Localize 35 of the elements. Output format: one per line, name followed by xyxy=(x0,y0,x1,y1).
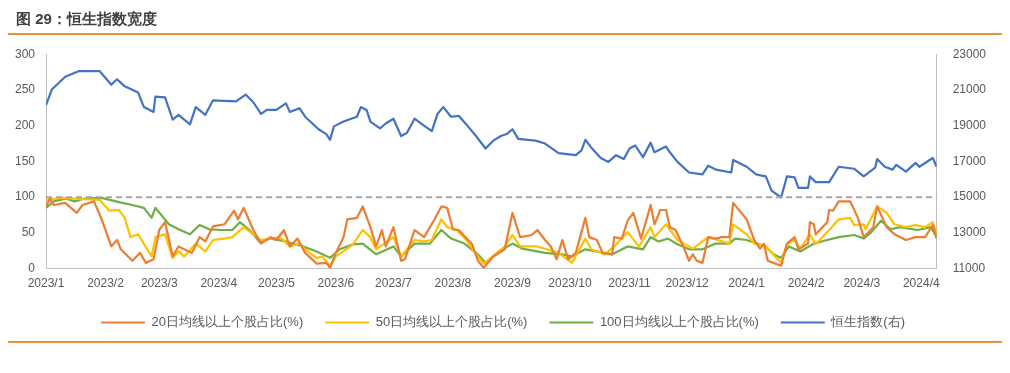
y2-tick-label: 21000 xyxy=(952,82,987,97)
y-tick-label: 150 xyxy=(14,153,36,168)
legend-label: 50日均线以上个股占比(%) xyxy=(375,314,528,330)
y2-tick-label: 15000 xyxy=(952,189,987,204)
y2-tick-label: 17000 xyxy=(952,153,987,168)
x-tick-label: 2023/11 xyxy=(608,276,652,291)
y2-tick-label: 23000 xyxy=(952,46,987,61)
x-tick-label: 2023/1 xyxy=(27,276,65,291)
legend-label: 恒生指数(右) xyxy=(830,314,905,330)
x-tick-label: 2023/6 xyxy=(317,276,355,291)
x-tick-label: 2023/3 xyxy=(140,276,178,291)
x-tick-label: 2023/2 xyxy=(87,276,125,291)
x-tick-label: 2023/12 xyxy=(665,276,710,291)
x-tick-label: 2024/3 xyxy=(843,276,881,291)
legend-label: 20日均线以上个股占比(%) xyxy=(151,314,304,330)
y2-tick-label: 19000 xyxy=(952,117,987,132)
y-tick-label: 0 xyxy=(28,260,36,275)
x-tick-label: 2023/10 xyxy=(548,276,593,291)
y2-tick-label: 11000 xyxy=(952,260,986,275)
y-tick-label: 50 xyxy=(21,225,36,240)
x-tick-label: 2024/2 xyxy=(787,276,825,291)
chart-title: 图 29：恒生指数宽度 xyxy=(15,9,158,29)
legend-label: 100日均线以上个股占比(%) xyxy=(599,314,759,330)
x-tick-label: 2024/1 xyxy=(728,276,766,291)
x-tick-label: 2023/5 xyxy=(258,276,296,291)
y-tick-label: 100 xyxy=(14,189,36,204)
y-tick-label: 200 xyxy=(14,117,36,132)
y2-tick-label: 13000 xyxy=(952,225,987,240)
x-tick-label: 2023/8 xyxy=(434,276,472,291)
x-tick-label: 2023/7 xyxy=(375,276,413,291)
y-tick-label: 300 xyxy=(14,46,36,61)
x-tick-label: 2023/9 xyxy=(494,276,532,291)
y-tick-label: 250 xyxy=(14,82,36,97)
x-tick-label: 2023/4 xyxy=(200,276,238,291)
x-tick-label: 2024/4 xyxy=(902,276,940,291)
